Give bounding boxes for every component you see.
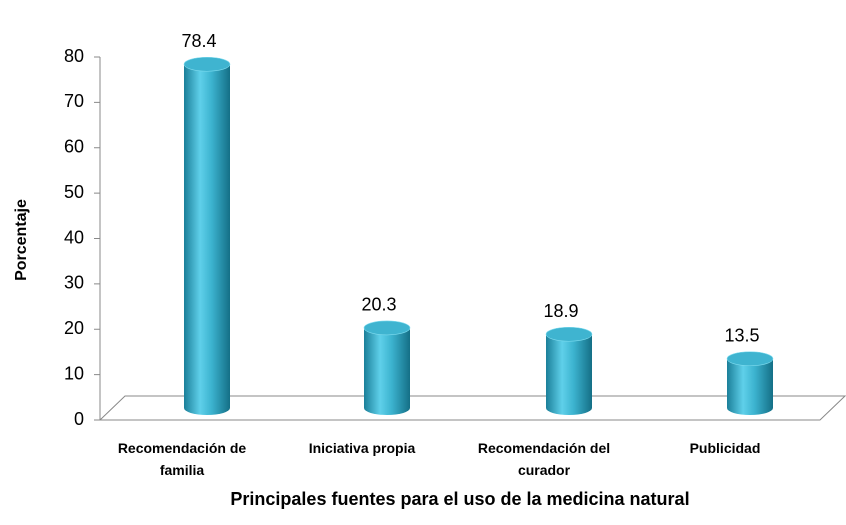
bar [545, 326, 593, 415]
value-label: 20.3 [361, 295, 396, 315]
y-tick-label: 0 [74, 409, 84, 429]
y-tick-label: 70 [64, 91, 84, 111]
bar-top [363, 320, 411, 336]
bar-body [546, 334, 592, 415]
y-tick-label: 30 [64, 273, 84, 293]
y-tick-label: 80 [64, 46, 84, 66]
value-label: 13.5 [724, 325, 759, 345]
y-tick-label: 10 [64, 363, 84, 383]
x-tick-label: Recomendación del curador [477, 440, 611, 478]
y-tick-label: 50 [64, 182, 84, 202]
x-tick-label: Iniciativa propia [308, 440, 416, 456]
value-label: 18.9 [543, 301, 578, 321]
x-axis-title: Principales fuentes para el uso de la me… [230, 489, 689, 509]
bar-top [726, 351, 774, 367]
y-axis-title: Porcentaje [13, 199, 30, 281]
bar-top [183, 56, 231, 72]
bar [363, 320, 411, 415]
y-tick-label: 60 [64, 137, 84, 157]
bar-body [364, 327, 410, 415]
bar-top [545, 326, 593, 342]
floor [98, 395, 846, 421]
bar-body [184, 64, 230, 415]
y-tick-label: 20 [64, 318, 84, 338]
bar-body [727, 358, 773, 415]
x-tick-label: Publicidad [689, 440, 761, 456]
bar [183, 56, 231, 415]
bar [726, 351, 774, 415]
x-tick-label: Recomendación de familia [117, 440, 247, 478]
value-label: 78.4 [181, 31, 216, 51]
y-tick-label: 40 [64, 227, 84, 247]
